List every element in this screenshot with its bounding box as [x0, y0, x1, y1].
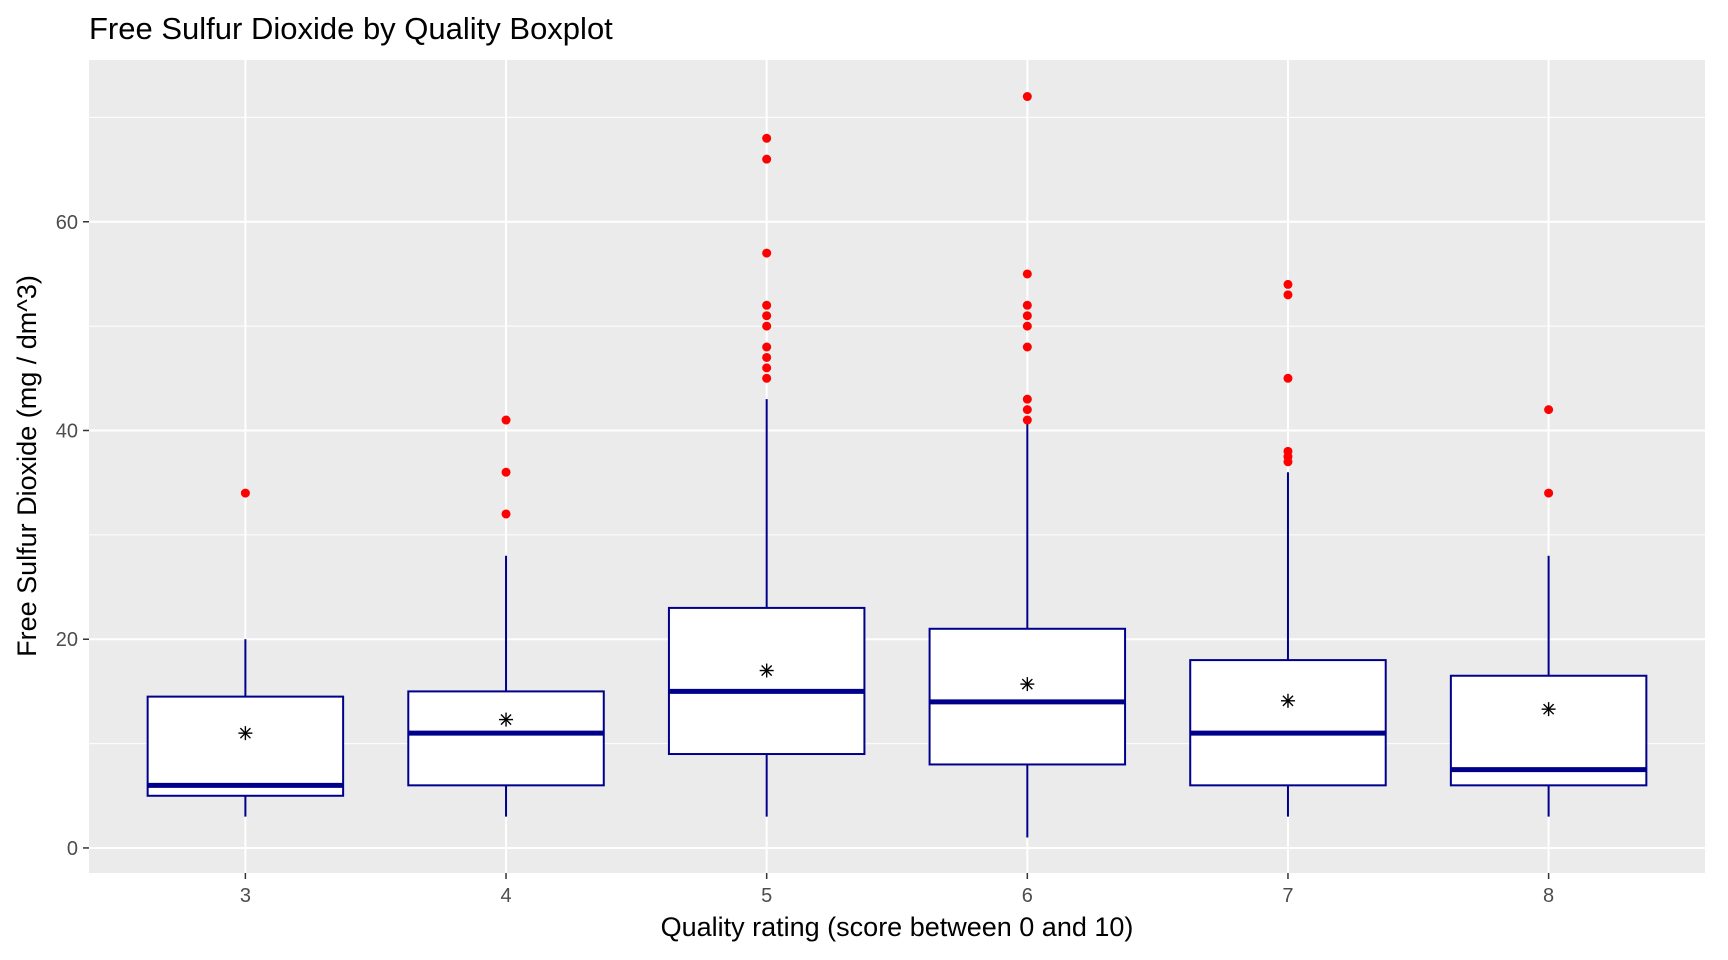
x-tick-label: 7: [1282, 885, 1293, 907]
outlier-point: [1022, 405, 1032, 415]
iqr-box: [146, 695, 345, 797]
mean-marker-stroke: [239, 727, 251, 739]
mean-marker: [1020, 677, 1035, 692]
outlier-point: [1022, 342, 1032, 352]
outlier-point: [1022, 269, 1032, 279]
x-tick-label: 3: [240, 885, 251, 907]
outlier-point: [1022, 415, 1032, 425]
mean-marker-stroke: [500, 714, 512, 726]
box-8: [1449, 405, 1648, 817]
iqr-box: [667, 606, 866, 756]
outlier-point: [1544, 405, 1554, 415]
mean-marker-stroke: [1282, 695, 1294, 707]
outlier-point: [762, 133, 772, 143]
outlier-point: [1283, 290, 1293, 300]
box-4: [407, 415, 605, 817]
y-axis: 0 20 40 60: [56, 212, 89, 860]
outlier-point: [762, 363, 772, 373]
outlier-point: [1022, 300, 1032, 310]
mean-marker-stroke: [761, 664, 773, 677]
iqr-box: [407, 690, 605, 787]
outlier-point: [762, 373, 772, 383]
box-5: [667, 133, 866, 817]
outlier-point: [762, 248, 772, 258]
x-tick-label: 8: [1543, 885, 1554, 907]
y-tick-label: 40: [56, 420, 78, 442]
outlier-point: [762, 300, 772, 310]
y-tick-label: 60: [56, 212, 78, 234]
mean-marker-stroke: [1021, 678, 1033, 690]
y-tick-label: 20: [56, 629, 78, 651]
outlier-point: [762, 321, 772, 331]
x-tick-label: 6: [1022, 885, 1033, 907]
boxes: [146, 92, 1648, 838]
outlier-point: [501, 509, 511, 519]
outlier-point: [762, 311, 772, 321]
box-3: [146, 488, 345, 817]
plot-panel: [89, 60, 1705, 873]
outlier-point: [240, 488, 250, 498]
mean-marker-stroke: [1543, 703, 1555, 715]
outlier-point: [1283, 373, 1293, 383]
box-6: [928, 92, 1127, 838]
y-axis-title: Free Sulfur Dioxide (mg / dm^3): [12, 275, 42, 657]
mean-marker: [238, 726, 253, 741]
x-tick-label: 4: [500, 885, 511, 907]
mean-marker: [759, 663, 774, 678]
outlier-point: [762, 342, 772, 352]
mean-marker: [499, 712, 514, 727]
box-7: [1189, 279, 1387, 817]
outlier-point: [1022, 394, 1032, 404]
iqr-box: [928, 627, 1127, 766]
outlier-point: [1022, 311, 1032, 321]
iqr-box: [1189, 659, 1387, 787]
outlier-point: [762, 154, 772, 164]
outlier-point: [1283, 279, 1293, 289]
chart-title: Free Sulfur Dioxide by Quality Boxplot: [89, 11, 613, 46]
outlier-point: [1022, 92, 1032, 102]
outlier-point: [501, 467, 511, 477]
x-axis: 3 4 5 6 7 8: [240, 873, 1554, 907]
outlier-point: [1544, 488, 1554, 498]
mean-marker: [1280, 693, 1295, 708]
iqr-box: [1449, 674, 1648, 787]
x-axis-title: Quality rating (score between 0 and 10): [661, 912, 1134, 942]
outlier-point: [762, 352, 772, 362]
outlier-point: [1283, 446, 1293, 456]
mean-marker: [1541, 702, 1556, 717]
y-tick-label: 0: [67, 838, 78, 860]
outlier-point: [1022, 321, 1032, 331]
x-tick-label: 5: [761, 885, 772, 907]
outlier-point: [501, 415, 511, 425]
